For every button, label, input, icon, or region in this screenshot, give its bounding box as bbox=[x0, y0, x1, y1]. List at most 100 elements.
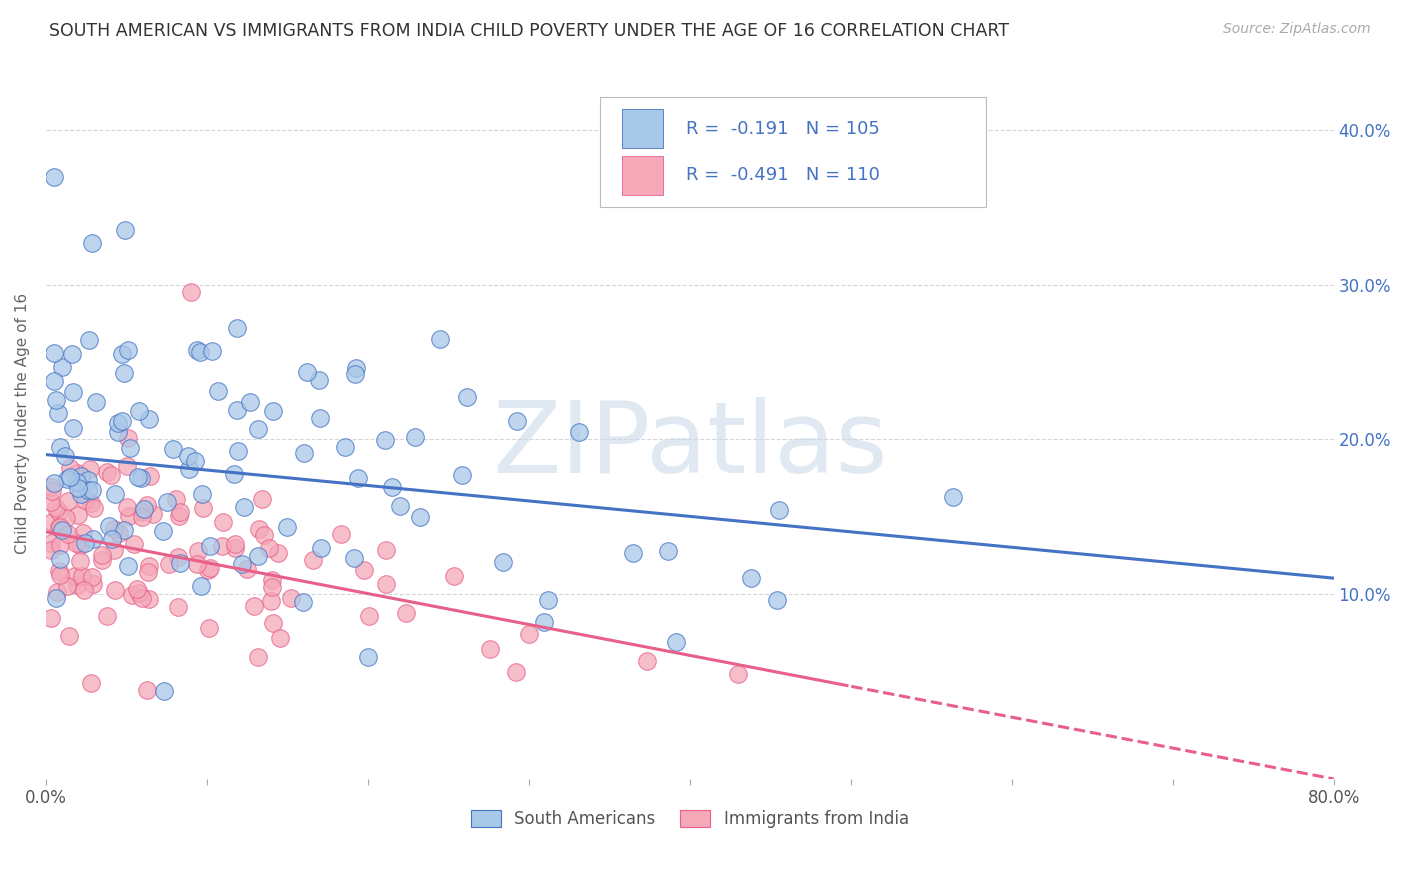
Point bbox=[257, 541, 280, 555]
Point bbox=[491, 555, 513, 569]
Point bbox=[740, 571, 762, 585]
Point bbox=[533, 615, 555, 629]
Point bbox=[409, 509, 432, 524]
Point bbox=[59, 470, 82, 484]
Point bbox=[62, 421, 84, 435]
Point bbox=[768, 503, 790, 517]
Point bbox=[39, 495, 62, 509]
Point bbox=[167, 599, 190, 614]
Point bbox=[727, 667, 749, 681]
Point bbox=[58, 629, 80, 643]
Point bbox=[104, 582, 127, 597]
Point bbox=[198, 621, 221, 635]
Point bbox=[381, 480, 404, 494]
Y-axis label: Child Poverty Under the Age of 16: Child Poverty Under the Age of 16 bbox=[15, 293, 30, 554]
Point bbox=[65, 569, 87, 583]
Point bbox=[125, 582, 148, 596]
Point bbox=[280, 591, 302, 605]
Point bbox=[114, 223, 136, 237]
Point bbox=[83, 501, 105, 516]
Point bbox=[48, 552, 70, 566]
Point bbox=[231, 558, 253, 572]
Point bbox=[70, 469, 93, 483]
Point bbox=[197, 563, 219, 577]
Point bbox=[51, 360, 73, 375]
Point bbox=[152, 524, 174, 539]
Point bbox=[183, 454, 205, 468]
Point bbox=[766, 592, 789, 607]
Point bbox=[80, 496, 103, 510]
Point bbox=[537, 593, 560, 607]
Point bbox=[138, 558, 160, 573]
Point bbox=[374, 433, 396, 447]
Point bbox=[96, 465, 118, 479]
Point bbox=[142, 507, 165, 521]
Point bbox=[395, 606, 418, 620]
Point bbox=[42, 169, 65, 184]
Point bbox=[165, 492, 187, 507]
Point bbox=[48, 406, 70, 420]
Point bbox=[260, 580, 283, 594]
Point bbox=[115, 458, 138, 473]
Point bbox=[111, 347, 134, 361]
Point bbox=[187, 544, 209, 558]
Point bbox=[42, 374, 65, 388]
Point bbox=[131, 505, 153, 519]
Point bbox=[276, 519, 298, 533]
Point bbox=[80, 483, 103, 497]
Point bbox=[226, 402, 249, 417]
Point bbox=[260, 574, 283, 588]
Point bbox=[157, 557, 180, 571]
Point bbox=[260, 594, 283, 608]
Point bbox=[134, 502, 156, 516]
Point bbox=[517, 627, 540, 641]
Point bbox=[77, 474, 100, 488]
Point bbox=[250, 492, 273, 507]
Point bbox=[49, 440, 72, 454]
Point bbox=[77, 334, 100, 348]
Point bbox=[104, 487, 127, 501]
Point bbox=[443, 569, 465, 583]
Point bbox=[45, 584, 67, 599]
Point bbox=[242, 599, 264, 613]
Point bbox=[200, 344, 222, 359]
Point bbox=[117, 431, 139, 445]
Point bbox=[65, 466, 87, 480]
Point bbox=[329, 527, 352, 541]
Point bbox=[108, 526, 131, 541]
Point bbox=[505, 665, 527, 680]
Point bbox=[79, 676, 101, 690]
Point bbox=[51, 523, 73, 537]
Point bbox=[207, 384, 229, 399]
Point bbox=[190, 487, 212, 501]
Point bbox=[82, 576, 104, 591]
Point bbox=[657, 544, 679, 558]
Point bbox=[388, 499, 411, 513]
Point bbox=[122, 537, 145, 551]
Point bbox=[39, 542, 62, 557]
Point bbox=[69, 554, 91, 568]
Point bbox=[198, 539, 221, 553]
Point bbox=[353, 563, 375, 577]
Point bbox=[297, 365, 319, 379]
Point bbox=[335, 440, 357, 454]
Point bbox=[91, 552, 114, 566]
Point bbox=[69, 537, 91, 551]
Point bbox=[45, 393, 67, 408]
Point bbox=[169, 557, 191, 571]
Point bbox=[357, 650, 380, 665]
Point bbox=[39, 536, 62, 550]
Point bbox=[138, 412, 160, 426]
Point bbox=[291, 594, 314, 608]
Point bbox=[169, 505, 191, 519]
Point bbox=[222, 467, 245, 482]
Point bbox=[112, 523, 135, 537]
Point bbox=[42, 345, 65, 359]
Point bbox=[131, 591, 153, 605]
Point bbox=[162, 442, 184, 456]
Point bbox=[429, 332, 451, 346]
Point bbox=[41, 515, 63, 529]
Point bbox=[112, 366, 135, 380]
Point bbox=[82, 532, 104, 546]
Point bbox=[97, 519, 120, 533]
